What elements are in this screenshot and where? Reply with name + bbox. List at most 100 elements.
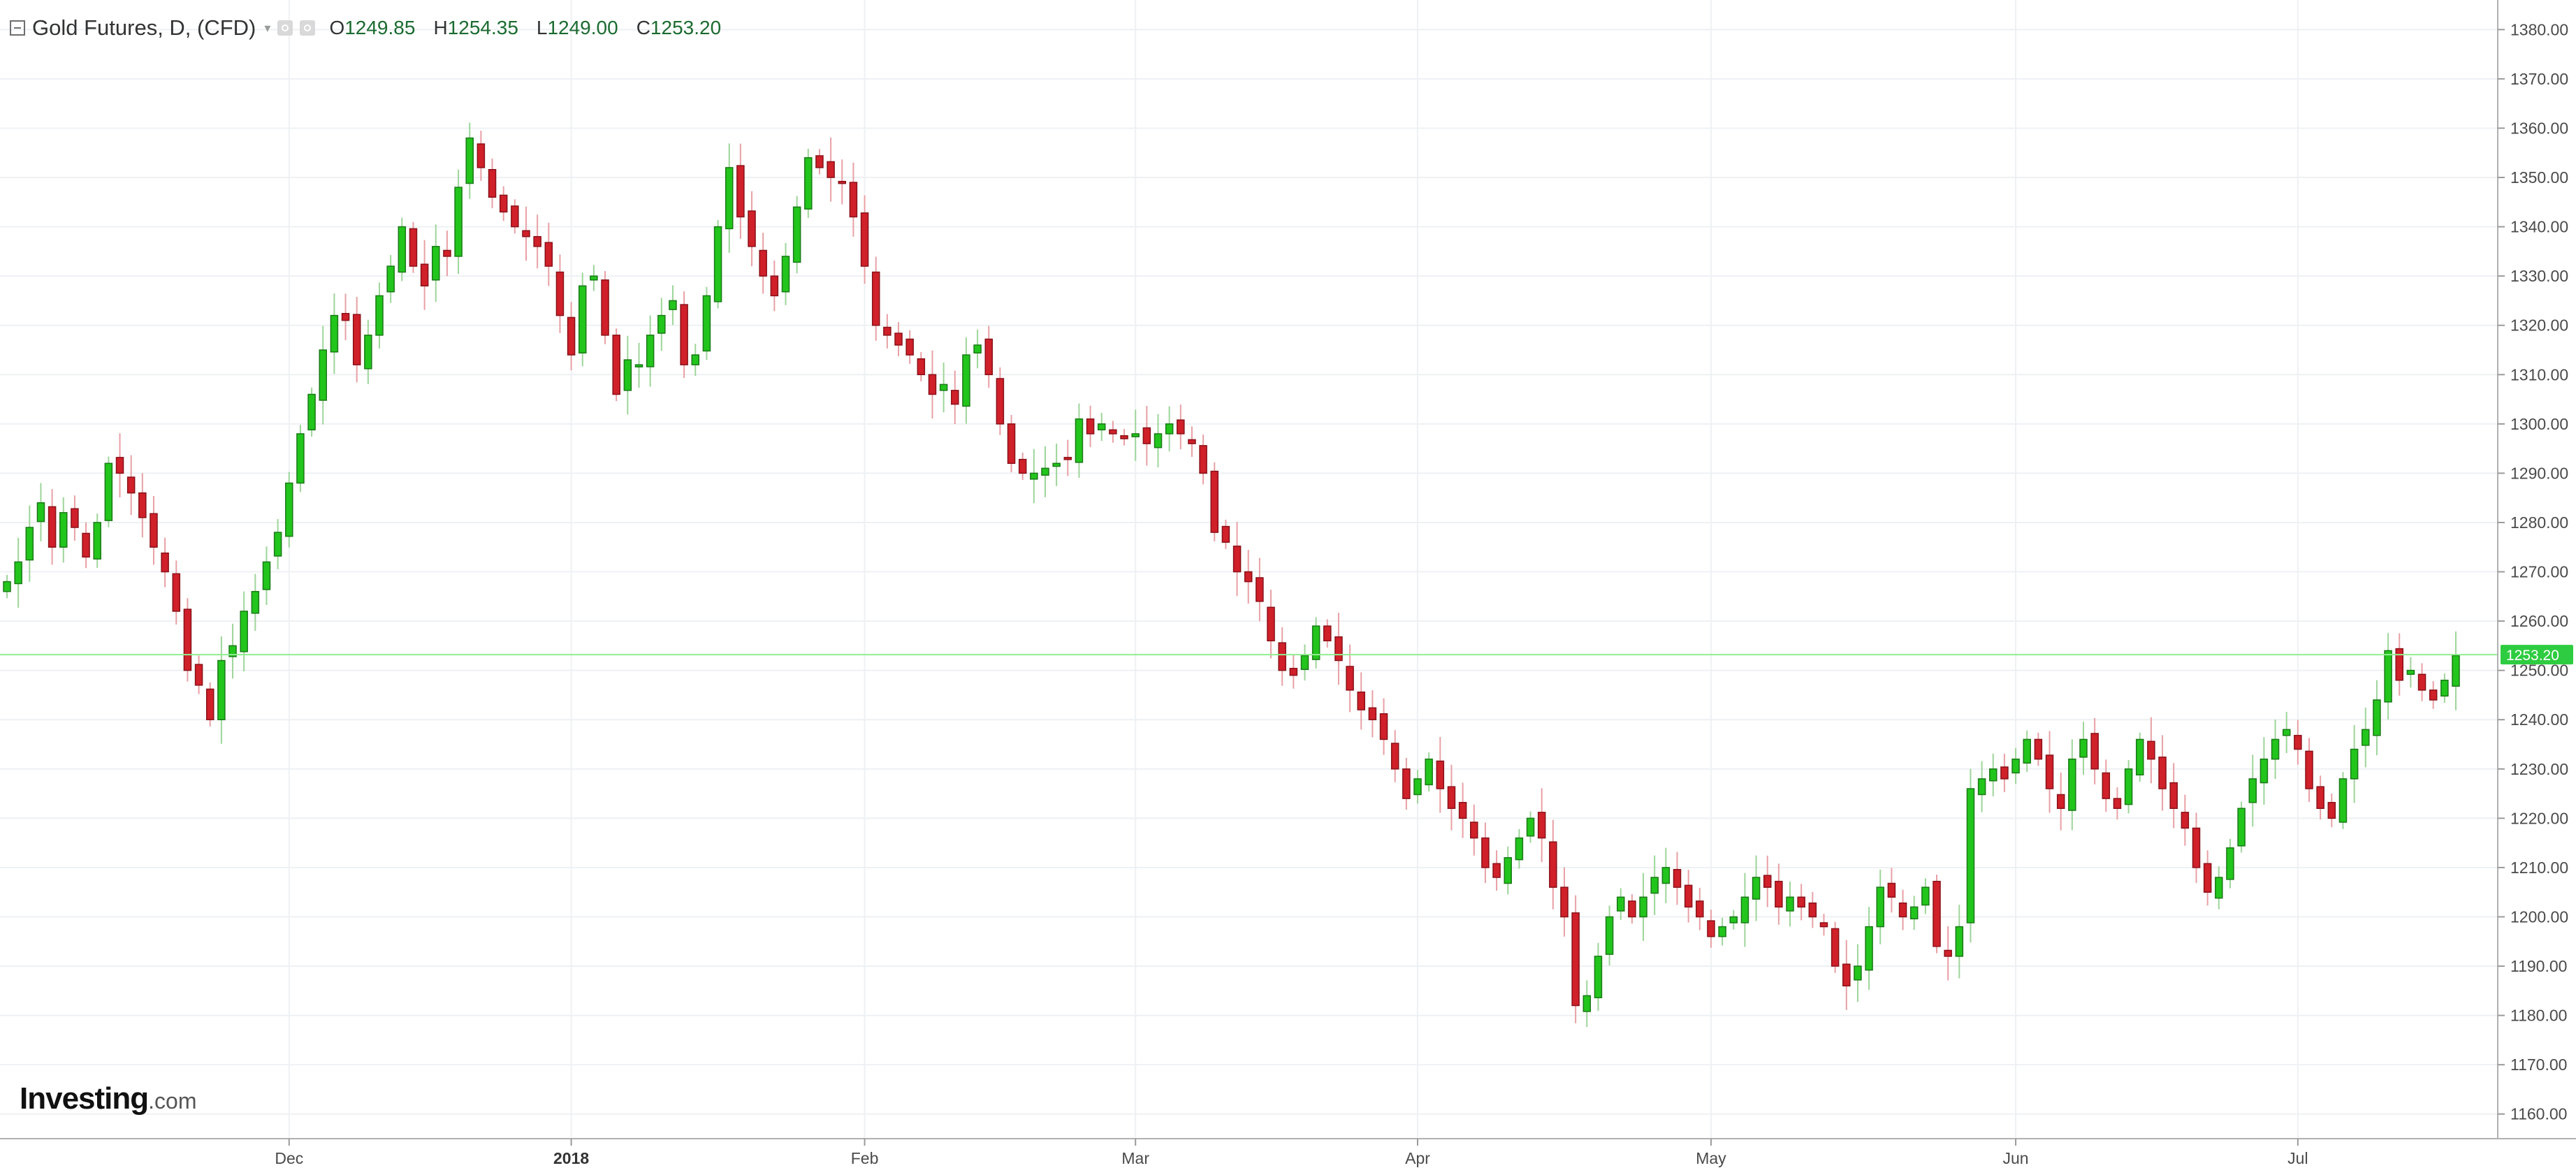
candle-body [1752,877,1761,900]
chevron-down-icon[interactable]: ▾ [264,20,271,35]
y-tick-label: 1300.00 [2510,415,2568,433]
candle-body [1323,625,1332,642]
candle-body [1142,427,1151,444]
candle-body [1933,880,1941,947]
candle-body [973,344,982,353]
candle-body [522,230,530,238]
ohlc-values: O1249.85 H1254.35 L1249.00 C1253.20 [329,17,721,39]
candle-body [1244,571,1253,583]
candle-body [860,212,869,267]
candle-body [1177,419,1185,435]
last-price-label: 1253.20 [2506,648,2559,664]
candle-body [1537,812,1546,839]
candle-body [2395,648,2403,681]
collapse-icon[interactable] [10,20,25,36]
candle-body [917,358,926,376]
settings-icon[interactable] [277,20,293,36]
y-tick-label: 1210.00 [2510,859,2568,877]
x-tick-label: Jun [2003,1149,2029,1167]
candle-body [1041,467,1049,476]
candle-body [285,482,293,537]
candle-body [702,295,711,352]
hide-icon[interactable] [300,20,316,36]
candle-body [1210,470,1219,533]
y-tick-label: 1280.00 [2510,513,2568,532]
candle-body [1289,668,1298,676]
candle-body [1300,655,1309,670]
candle-body [1052,462,1061,467]
y-tick-label: 1270.00 [2510,563,2568,581]
chart-header: Gold Futures, D, (CFD) ▾ O1249.85 H1254.… [10,14,721,42]
candle-body [1436,760,1445,789]
candle-body [1650,877,1659,894]
y-axis[interactable]: 1160.00 1170.00 1180.00 1190.00 1200.00 1210.… [2498,20,2568,1123]
candle-body [36,502,45,523]
last-price-tag-bg [2501,645,2573,665]
brand-suffix: .com [148,1088,197,1114]
candle-body [815,155,824,168]
candle-body [375,295,384,336]
candle-body [1718,926,1726,937]
candle-body [194,664,203,686]
candle-body [1232,546,1242,573]
candle-body [1030,472,1038,480]
x-axis[interactable]: Dec2018FebMarAprMayJunJulAugSepOctNovDec… [275,1139,2576,1167]
candle-body [2282,729,2291,736]
candle-body [905,338,914,356]
candle-body [25,527,34,561]
x-tick-label: Feb [851,1149,879,1167]
candle-body [736,165,745,218]
candle-body [2260,758,2269,784]
candle-body [669,300,677,310]
candle-body [14,561,22,585]
candle-body [748,210,756,247]
investing-logo[interactable]: Investing.com [20,1081,197,1116]
candle-body [1876,886,1885,928]
candle-body [2429,689,2438,701]
candle-body [217,659,226,720]
candle-body [2316,786,2324,809]
open-value: O1249.85 [329,17,416,38]
candle-body [2248,778,2257,803]
candle-body [725,167,734,230]
candle-body [1616,896,1625,912]
candle-body [2226,847,2234,880]
candle-body [680,304,688,365]
y-tick-label: 1370.00 [2510,70,2568,88]
candle-body [1955,926,1964,957]
candle-body [1278,642,1286,671]
candle-body [1390,743,1399,770]
candle-body [1379,713,1388,740]
candle-body [126,476,136,494]
candle-body [533,235,541,247]
y-tick-label: 1160.00 [2510,1105,2567,1123]
candle-body [623,359,632,391]
candle-body [2417,673,2426,691]
candle-body [364,335,372,370]
candle-body [2203,863,2212,893]
candle-body [951,390,959,405]
candle-body [1887,882,1896,898]
candle-body [82,532,90,558]
candle-body [1684,884,1693,908]
candle-body [1729,916,1738,924]
candle-body [228,645,237,657]
candle-body [296,433,305,484]
candle-body [2215,877,2223,899]
candle-body [1346,666,1354,691]
candle-body [420,263,429,287]
candle-body [48,506,57,548]
candle-body [1086,418,1095,435]
instrument-title[interactable]: Gold Futures, D, (CFD) [32,15,256,40]
candle-body [2011,758,2020,774]
candle-body [1560,886,1569,918]
candle-body [1165,423,1174,435]
low-value: L1249.00 [536,17,618,38]
candle-body [1775,880,1783,908]
candle-body [2294,735,2302,750]
candle-body [567,316,576,356]
candle-body [183,608,192,671]
y-tick-label: 1240.00 [2510,710,2568,729]
last-price-tag: 1253.20 [2501,645,2573,665]
